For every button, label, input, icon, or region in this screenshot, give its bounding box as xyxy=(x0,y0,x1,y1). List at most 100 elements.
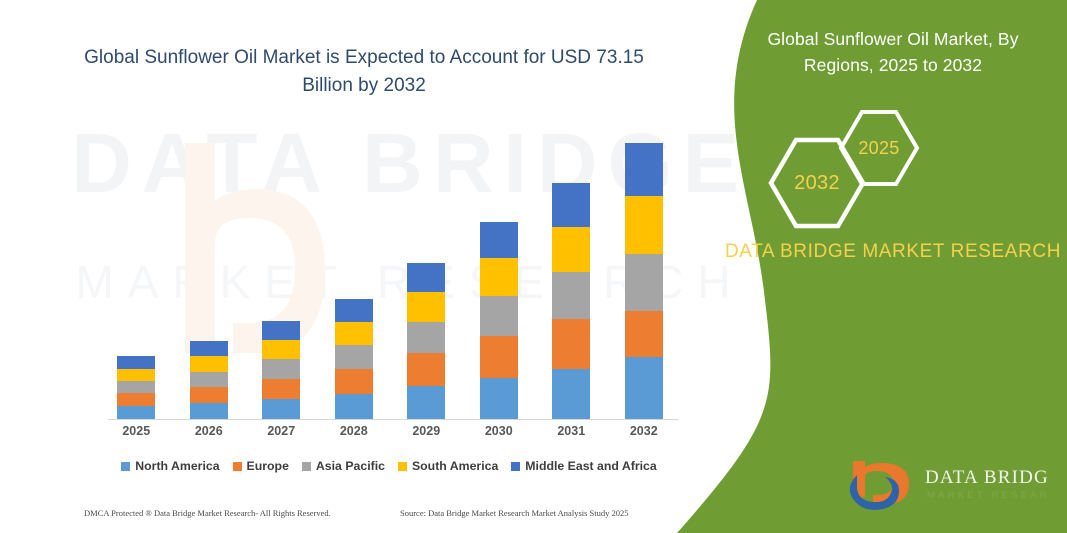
bar-segment xyxy=(624,311,663,357)
stacked-bar xyxy=(262,321,301,419)
x-axis-tick-label: 2029 xyxy=(412,424,441,438)
bar-segment xyxy=(189,387,228,403)
hexagon-label-2032: 2032 xyxy=(794,171,840,194)
legend-item[interactable]: Middle East and Africa xyxy=(511,459,657,473)
bar-segment xyxy=(407,322,446,353)
legend-swatch-icon xyxy=(397,461,407,471)
footer-copyright: DMCA Protected ® Data Bridge Market Rese… xyxy=(84,508,331,518)
bar-segment xyxy=(334,299,373,322)
bar-segment xyxy=(624,357,663,419)
x-axis-tick-label: 2025 xyxy=(122,424,151,438)
bar-segment xyxy=(407,386,446,419)
bar-segment xyxy=(479,336,518,378)
bar-segment xyxy=(117,381,156,393)
x-axis-tick-label: 2031 xyxy=(557,424,586,438)
stacked-bar xyxy=(479,222,518,419)
bar-segment xyxy=(624,196,663,254)
footer-source: Source: Data Bridge Market Research Mark… xyxy=(400,508,629,518)
bar-column xyxy=(173,341,246,419)
bar-segment xyxy=(117,393,156,406)
bar-segment xyxy=(479,222,518,258)
bar-segment xyxy=(334,369,373,394)
bar-segment xyxy=(552,183,591,227)
stacked-bar-chart xyxy=(100,120,680,420)
bar-segment xyxy=(117,406,156,419)
stacked-bar xyxy=(334,299,373,419)
bar-segment xyxy=(262,379,301,399)
bar-segment xyxy=(189,403,228,419)
legend-swatch-icon xyxy=(121,461,131,471)
bar-segment xyxy=(552,319,591,369)
stacked-bar xyxy=(117,356,156,419)
legend-item[interactable]: Asia Pacific xyxy=(301,459,385,473)
stacked-bar xyxy=(189,341,228,419)
legend-label: Asia Pacific xyxy=(315,459,385,473)
hexagon-badge-2032: 2032 xyxy=(767,136,867,230)
hexagon-shape-large xyxy=(768,137,866,229)
bar-segment xyxy=(407,353,446,386)
x-axis-tick-label: 2030 xyxy=(484,424,513,438)
hexagon-label-2025: 2025 xyxy=(858,137,900,158)
legend-swatch-icon xyxy=(232,461,242,471)
logo-mark-icon xyxy=(849,461,909,510)
x-axis-tick-label: 2027 xyxy=(267,424,296,438)
legend-label: Middle East and Africa xyxy=(525,459,657,473)
chart-legend: North America Europe Asia Pacific South Ame… xyxy=(96,455,682,477)
bar-segment xyxy=(552,369,591,419)
x-axis-tick-label: 2026 xyxy=(194,424,223,438)
x-axis-tick-label: 2028 xyxy=(339,424,368,438)
bar-segment xyxy=(189,372,228,387)
hexagon-badges: 2025 2032 xyxy=(743,108,1043,230)
bar-column xyxy=(318,299,391,419)
bar-segment xyxy=(189,341,228,356)
bar-segment xyxy=(479,258,518,296)
bar-segment xyxy=(407,263,446,292)
bar-column xyxy=(100,356,173,419)
legend-swatch-icon xyxy=(511,461,521,471)
green-panel-shape xyxy=(677,0,1067,533)
legend-label: Europe xyxy=(246,459,289,473)
panel-brand-text: DATA BRIDGE MARKET RESEARCH xyxy=(724,241,1062,262)
legend-item[interactable]: South America xyxy=(397,459,499,473)
legend-swatch-icon xyxy=(301,461,311,471)
data-bridge-logo: DATA BRIDGE MARKET RESEARCH xyxy=(847,455,1047,513)
legend-item[interactable]: North America xyxy=(121,459,220,473)
x-axis-tick-label: 2032 xyxy=(629,424,658,438)
chart-plot-area xyxy=(100,120,680,419)
stacked-bar xyxy=(624,143,663,419)
page-title: Global Sunflower Oil Market is Expected … xyxy=(84,47,644,96)
bar-column xyxy=(608,143,681,419)
stacked-bar xyxy=(552,183,591,419)
bar-segment xyxy=(552,272,591,319)
bar-segment xyxy=(334,322,373,345)
bar-column xyxy=(390,263,463,419)
bar-column xyxy=(535,183,608,419)
bar-segment xyxy=(262,399,301,419)
bar-segment xyxy=(117,356,156,369)
logo-primary-text: DATA BRIDGE xyxy=(925,467,1047,488)
bar-segment xyxy=(262,340,301,359)
bar-segment xyxy=(189,356,228,372)
stacked-bar xyxy=(407,263,446,419)
bar-column xyxy=(245,321,318,419)
bar-segment xyxy=(479,378,518,419)
panel-title: Global Sunflower Oil Market, By Regions,… xyxy=(767,29,1019,75)
bar-segment xyxy=(479,296,518,336)
logo-secondary-text: MARKET RESEARCH xyxy=(927,490,1047,501)
bar-segment xyxy=(624,254,663,311)
bar-segment xyxy=(552,227,591,272)
bar-segment xyxy=(262,359,301,379)
legend-label: South America xyxy=(411,459,499,473)
legend-label: North America xyxy=(135,459,220,473)
footer: DMCA Protected ® Data Bridge Market Rese… xyxy=(0,508,700,526)
bar-column xyxy=(463,222,536,419)
legend-item[interactable]: Europe xyxy=(232,459,289,473)
green-side-panel: Global Sunflower Oil Market, By Regions,… xyxy=(647,0,1067,533)
bar-segment xyxy=(334,394,373,419)
bar-segment xyxy=(407,292,446,322)
bar-segment xyxy=(334,345,373,369)
x-axis-labels: 2025 2026 2027 2028 2029 2030 2031 2032 xyxy=(100,424,680,446)
bar-segment xyxy=(262,321,301,340)
x-axis-line xyxy=(108,419,678,420)
